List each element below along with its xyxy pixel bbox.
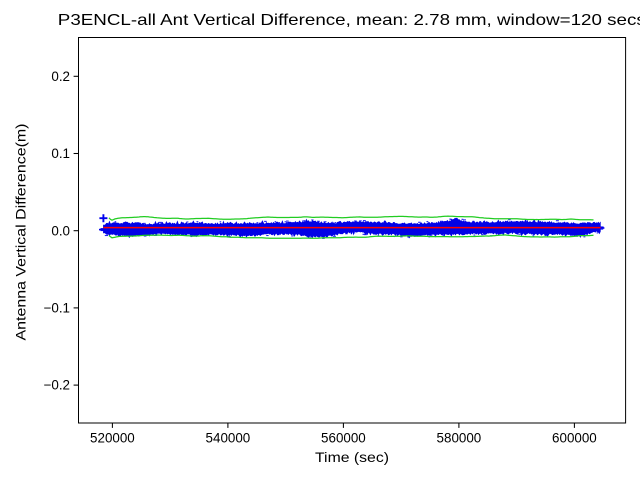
svg-text:560000: 560000: [321, 430, 366, 445]
svg-text:Time (sec): Time (sec): [315, 450, 389, 465]
svg-text:−0.2: −0.2: [44, 378, 70, 393]
svg-text:580000: 580000: [437, 430, 482, 445]
svg-text:600000: 600000: [552, 430, 597, 445]
svg-text:0.0: 0.0: [51, 223, 70, 238]
svg-text:0.2: 0.2: [51, 69, 70, 84]
svg-text:P3ENCL-all Ant Vertical Differ: P3ENCL-all Ant Vertical Difference, mean…: [58, 12, 640, 29]
svg-text:Antenna Vertical Difference(m): Antenna Vertical Difference(m): [14, 124, 29, 341]
svg-text:0.1: 0.1: [51, 146, 70, 161]
svg-text:540000: 540000: [206, 430, 251, 445]
svg-text:−0.1: −0.1: [44, 301, 70, 316]
svg-text:520000: 520000: [90, 430, 135, 445]
